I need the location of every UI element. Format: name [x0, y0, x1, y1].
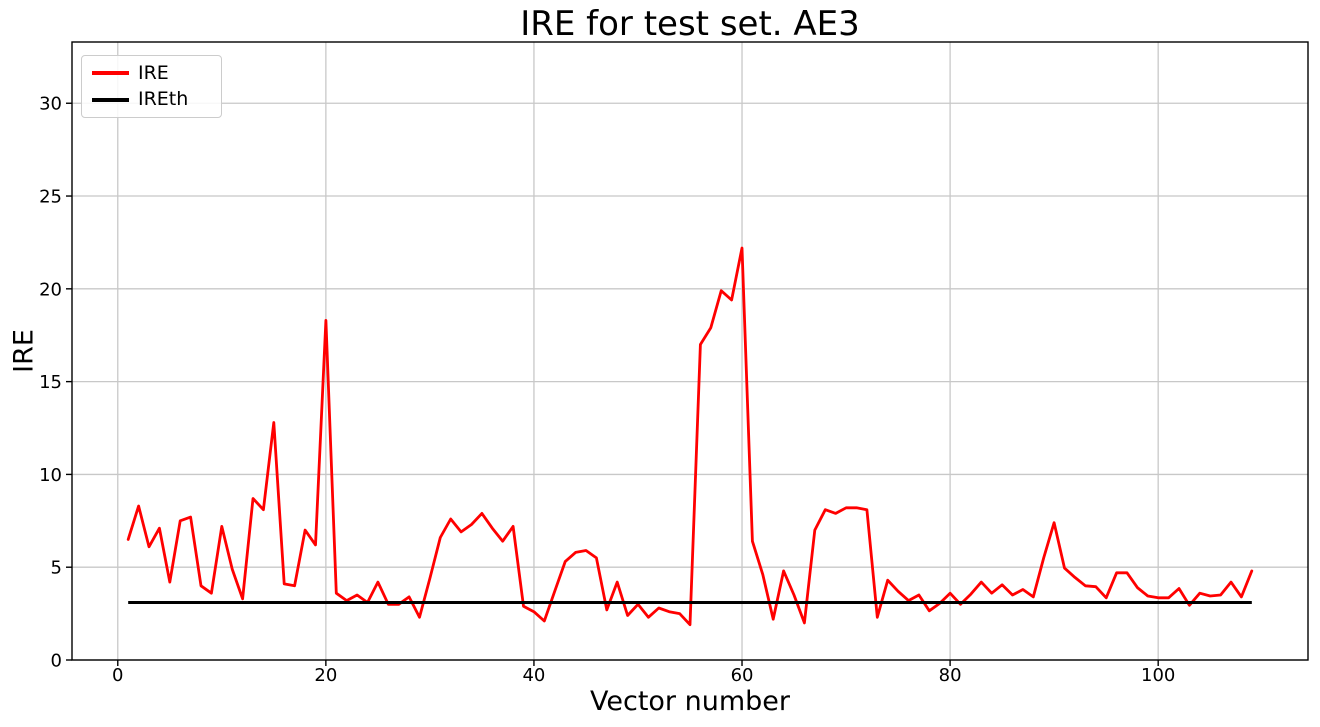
series-ire: [126, 246, 1254, 627]
y-tick-label: 20: [39, 279, 62, 300]
axes-spines: [71, 41, 1309, 661]
legend: IRE IREth: [81, 55, 222, 118]
y-tick-label: 15: [39, 372, 62, 393]
x-tick-label: 40: [522, 665, 545, 686]
x-tick-label: 20: [314, 665, 337, 686]
y-tick-label: 25: [39, 187, 62, 208]
y-axis-label: IRE: [8, 329, 40, 373]
y-tick-label: 0: [51, 651, 62, 672]
legend-label-ire: IRE: [138, 61, 169, 84]
y-tick-label: 30: [39, 94, 62, 115]
legend-line-sample-ire: [92, 71, 129, 76]
legend-label-ireth: IREth: [138, 88, 189, 111]
x-axis-label: Vector number: [590, 686, 790, 717]
x-tick-label: 80: [939, 665, 962, 686]
x-tick-label: 0: [112, 665, 123, 686]
x-tick-label: 60: [731, 665, 754, 686]
y-tick-label: 10: [39, 465, 62, 486]
legend-item-ire: IRE: [82, 60, 221, 86]
y-tick-label: 5: [51, 558, 62, 579]
x-tick-label: 100: [1141, 665, 1175, 686]
legend-line-sample-ireth: [92, 97, 129, 102]
legend-item-ireth: IREth: [82, 87, 221, 113]
chart-title: IRE for test set. AE3: [520, 4, 860, 44]
